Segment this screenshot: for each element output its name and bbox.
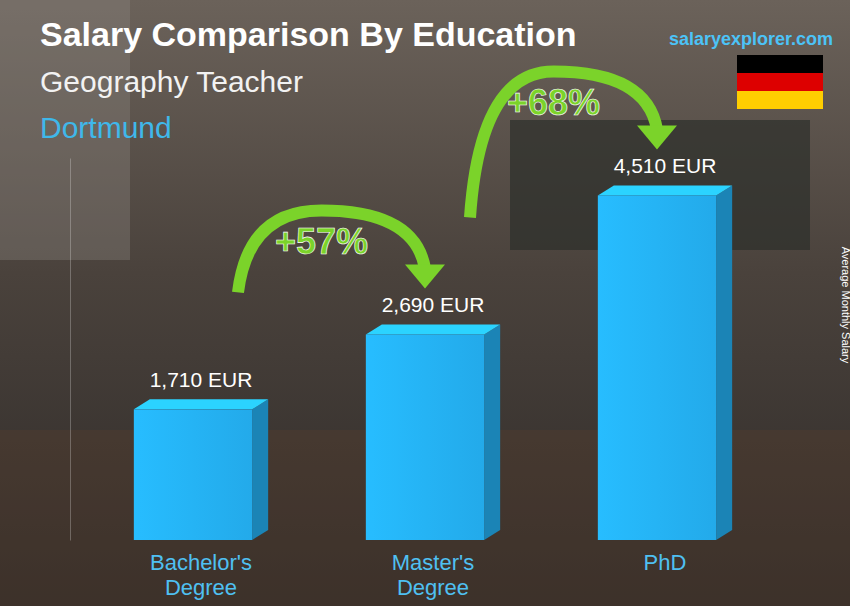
bars: [134, 185, 732, 540]
location: Dortmund: [40, 111, 172, 144]
change-label: +68%: [507, 82, 600, 123]
x-tick-label-line: Degree: [165, 575, 237, 600]
x-tick-label-line: Bachelor's: [150, 550, 252, 575]
change-label: +57%: [275, 221, 368, 262]
bar: [598, 195, 716, 540]
y-axis: [70, 159, 71, 541]
x-tick: PhD: [644, 540, 687, 575]
bar-top: [366, 324, 500, 334]
x-tick: Master'sDegree: [392, 540, 474, 600]
bar-group: [598, 185, 732, 540]
flag-stripe: [737, 73, 823, 91]
change-arrow-head: [637, 125, 677, 149]
flag-stripe: [737, 91, 823, 109]
bar-side: [716, 185, 732, 540]
y-axis-line: [70, 159, 71, 541]
y-axis-title: Average Monthly Salary: [840, 247, 850, 364]
x-axis: Bachelor'sDegreeMaster'sDegreePhD: [150, 540, 686, 600]
title: Salary Comparison By Education: [40, 15, 577, 53]
data-label: 4,510 EUR: [614, 154, 717, 177]
chart-svg: 1,710 EUR2,690 EUR4,510 EURBachelor'sDeg…: [0, 0, 850, 606]
change-arrow: [238, 210, 425, 292]
bar-side: [252, 399, 268, 540]
data-label: 2,690 EUR: [382, 293, 485, 316]
data-labels: 1,710 EUR 2,690 EUR 4,510 EUR: [150, 154, 717, 391]
x-tick-label: Master'sDegree: [392, 550, 474, 600]
x-tick: Bachelor'sDegree: [150, 540, 252, 600]
x-tick-label-line: PhD: [644, 550, 687, 575]
bar-group: [366, 324, 500, 540]
flag: [737, 55, 823, 109]
data-label: 1,710 EUR: [150, 368, 253, 391]
bar: [366, 334, 484, 540]
bar-top: [134, 399, 268, 409]
bar-side: [484, 324, 500, 540]
x-tick-label-line: Degree: [397, 575, 469, 600]
bar: [134, 409, 252, 540]
source: salaryexplorer.com: [669, 29, 833, 49]
flag-stripe: [737, 55, 823, 73]
change-arrows: +57% +68%: [238, 71, 677, 292]
background: [0, 0, 850, 606]
bar-group: [134, 399, 268, 540]
x-tick-label-line: Master's: [392, 550, 474, 575]
subtitle: Geography Teacher: [40, 65, 303, 98]
change-arrow-head: [405, 264, 445, 288]
x-tick-label: PhD: [644, 550, 687, 575]
change-arrow: [470, 71, 657, 217]
bar-top: [598, 185, 732, 195]
x-tick-label: Bachelor'sDegree: [150, 550, 252, 600]
